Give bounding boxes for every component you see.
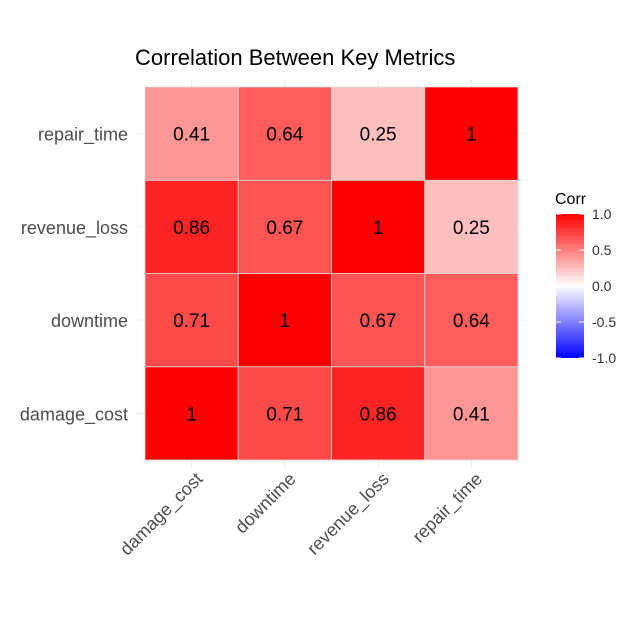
color-legend: Corr 1.0 0.5 0.0 -0.5 -1.0	[555, 191, 616, 366]
cell-label: 1	[373, 218, 384, 239]
legend-tick-label: -0.5	[592, 314, 616, 330]
y-tick-label: damage_cost	[20, 404, 128, 425]
y-tick-label: revenue_loss	[21, 218, 128, 239]
heatmap-cell-repair_time-damage_cost	[424, 366, 519, 461]
legend-tick-label: -1.0	[592, 350, 616, 366]
heatmap-cell-labels: 1 0.71 0.86 0.41 0.71 1 0.67 0.64 0.86 0.67 1 0.25 0…	[173, 125, 490, 426]
x-tick-label: repair_time	[408, 469, 487, 548]
cell-label: 0.25	[360, 125, 397, 146]
cell-label: 0.86	[173, 218, 210, 239]
cell-label: 1	[466, 125, 477, 146]
cell-label: 1	[280, 311, 291, 332]
heatmap-cell-revenue_loss-damage_cost	[331, 366, 426, 461]
y-tick-label: downtime	[51, 311, 128, 331]
heatmap-cell-damage_cost-downtime	[144, 273, 239, 368]
legend-tick-label: 0.5	[592, 242, 612, 258]
legend-tick-label: 0.0	[592, 278, 612, 294]
heatmap-cells	[144, 86, 519, 461]
y-tick-label: repair_time	[38, 125, 128, 146]
x-tick-label: downtime	[231, 469, 300, 538]
cell-label: 0.25	[453, 218, 490, 239]
y-axis-tick-labels: damage_cost downtime revenue_loss repair_ti…	[20, 125, 128, 426]
legend-tick-label: 1.0	[592, 206, 612, 222]
heatmap-cell-damage_cost-revenue_loss	[144, 179, 239, 274]
chart-title: Correlation Between Key Metrics	[135, 45, 455, 70]
cell-label: 0.67	[360, 311, 397, 332]
legend-title: Corr	[555, 191, 587, 208]
heatmap-cell-repair_time-repair_time	[424, 86, 519, 181]
heatmap-cell-downtime-repair_time	[237, 86, 332, 181]
cell-label: 0.41	[453, 404, 490, 425]
heatmap-cell-revenue_loss-repair_time	[331, 86, 426, 181]
heatmap-cell-damage_cost-damage_cost	[144, 366, 239, 461]
cell-label: 0.67	[266, 218, 303, 239]
cell-label: 0.71	[266, 404, 303, 425]
cell-label: 0.41	[173, 125, 210, 146]
heatmap-cell-revenue_loss-revenue_loss	[331, 179, 426, 274]
cell-label: 1	[186, 404, 197, 425]
cell-label: 0.71	[173, 311, 210, 332]
heatmap-cell-repair_time-revenue_loss	[424, 179, 519, 274]
legend-ticks: 1.0 0.5 0.0 -0.5 -1.0	[556, 206, 616, 366]
cell-label: 0.64	[453, 311, 490, 332]
x-tick-label: revenue_loss	[303, 469, 394, 560]
x-tick-label: damage_cost	[116, 469, 207, 560]
x-axis-tick-labels: damage_cost downtime revenue_loss repair_ti…	[116, 469, 487, 560]
cell-label: 0.86	[360, 404, 397, 425]
heatmap-cell-downtime-downtime	[237, 273, 332, 368]
cell-label: 0.64	[266, 125, 303, 146]
